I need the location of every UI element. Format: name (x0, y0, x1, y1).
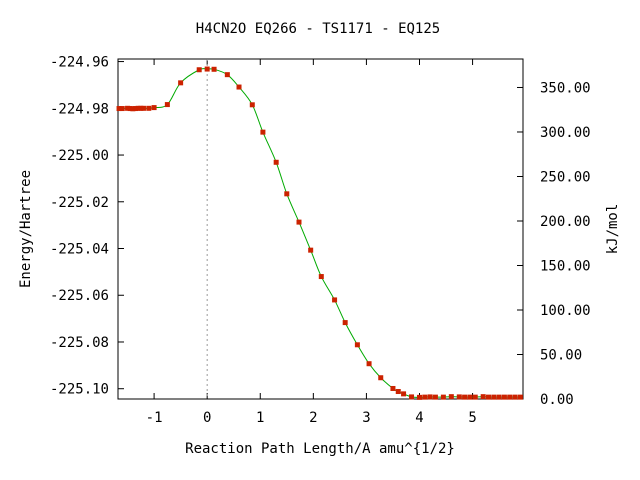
data-point-28 (366, 361, 372, 367)
data-point-50 (512, 394, 518, 400)
y-tick-label-7: -225.10 (50, 382, 109, 398)
y-tick-label-3: -225.02 (50, 195, 109, 211)
y-tick-label-4: -225.04 (50, 242, 109, 258)
data-point-2 (125, 105, 131, 111)
data-point-32 (401, 391, 407, 397)
data-point-14 (204, 66, 210, 72)
y-tick-label-2: -225.00 (50, 148, 109, 164)
data-point-16 (224, 72, 230, 78)
y-axis-label: Energy/Hartree (18, 170, 34, 288)
data-point-21 (284, 191, 290, 197)
x-tick-label-6: 5 (468, 410, 476, 426)
data-point-0 (116, 106, 122, 112)
data-point-40 (456, 394, 462, 400)
data-point-18 (249, 102, 255, 108)
data-point-5 (133, 106, 139, 112)
data-point-48 (501, 394, 507, 400)
x-tick-label-2: 1 (256, 410, 264, 426)
data-point-17 (236, 84, 242, 90)
data-point-13 (196, 67, 202, 73)
data-point-49 (507, 394, 513, 400)
y2-tick-label-3: 150.00 (540, 258, 591, 274)
data-point-37 (432, 394, 438, 400)
data-point-39 (448, 394, 454, 400)
data-point-43 (472, 394, 478, 400)
data-point-30 (390, 385, 396, 391)
y2-tick-label-2: 100.00 (540, 303, 591, 319)
energy-curve (119, 68, 521, 398)
data-point-36 (427, 394, 433, 400)
y-tick-label-1: -224.98 (50, 101, 109, 117)
axis-tick-labels: -1 0 1 2 3 4 5 -224.96 -224.98 -225.00 -225.02 -225… (50, 55, 591, 426)
data-point-47 (496, 394, 502, 400)
data-point-20 (273, 159, 279, 165)
data-point-7 (138, 105, 144, 111)
data-point-38 (440, 394, 446, 400)
data-point-33 (409, 394, 415, 400)
chart-title: H4CN2O EQ266 - TS1171 - EQ125 (196, 21, 440, 37)
x-tick-label-0: -1 (146, 410, 163, 426)
plot-frame (117, 58, 524, 400)
data-point-22 (296, 219, 302, 225)
data-point-26 (342, 320, 348, 326)
y-tick-label-5: -225.06 (50, 288, 109, 304)
data-points (116, 66, 523, 400)
y2-tick-label-6: 300.00 (540, 125, 591, 141)
data-point-25 (332, 297, 338, 303)
data-point-23 (308, 247, 314, 253)
x-tick-label-1: 0 (203, 410, 211, 426)
y2-tick-label-0: 0.00 (540, 392, 574, 408)
data-point-1 (119, 106, 125, 112)
data-point-35 (422, 394, 428, 400)
y2-axis-label: kJ/mol (605, 204, 621, 255)
data-point-8 (140, 105, 146, 111)
data-point-19 (260, 129, 266, 135)
y2-tick-label-5: 250.00 (540, 169, 591, 185)
data-point-45 (486, 394, 491, 400)
x-tick-label-4: 3 (362, 410, 370, 426)
data-point-44 (480, 394, 486, 400)
data-point-34 (416, 394, 422, 400)
data-point-42 (467, 394, 473, 400)
y2-tick-label-7: 350.00 (540, 80, 591, 96)
x-axis-label: Reaction Path Length/A amu^{1/2} (185, 441, 455, 457)
data-point-11 (164, 102, 170, 108)
data-point-29 (378, 375, 384, 381)
data-point-4 (130, 106, 136, 112)
y-tick-label-6: -225.08 (50, 335, 109, 351)
data-point-27 (354, 342, 360, 348)
data-point-12 (178, 80, 184, 86)
data-point-51 (517, 394, 523, 400)
data-point-10 (151, 105, 157, 111)
axis-ticks (118, 59, 523, 400)
data-point-31 (395, 389, 401, 395)
data-point-9 (146, 105, 152, 111)
x-tick-label-3: 2 (309, 410, 317, 426)
y2-tick-label-1: 50.00 (540, 347, 582, 363)
y-tick-label-0: -224.96 (50, 55, 109, 71)
data-point-24 (318, 274, 324, 280)
data-point-6 (135, 105, 141, 111)
data-point-41 (462, 394, 468, 400)
data-point-15 (211, 66, 217, 72)
data-point-3 (127, 106, 133, 112)
y2-tick-label-4: 200.00 (540, 214, 591, 230)
x-tick-label-5: 4 (415, 410, 423, 426)
data-point-46 (491, 394, 497, 400)
